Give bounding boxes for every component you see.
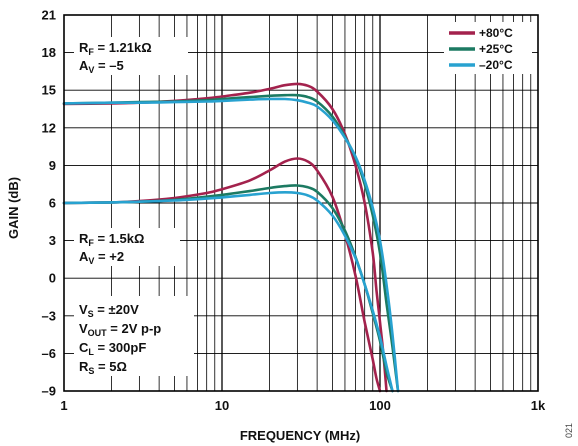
annotation-av-plus2-av: AV = +2	[79, 249, 124, 266]
annotation-av-minus5-bg	[74, 37, 188, 75]
legend-label-25c: +25°C	[479, 42, 513, 56]
condition-cl: CL = 300pF	[79, 340, 146, 357]
annotation-av-plus2: RF = 1.5kΩ AV = +2	[74, 228, 180, 266]
y-axis-label: GAIN (dB)	[6, 177, 21, 239]
annotation-av-plus2-rf: RF = 1.5kΩ	[79, 231, 144, 248]
y-tick-label: 12	[42, 120, 56, 135]
legend: +80°C +25°C –20°C	[444, 22, 532, 74]
x-tick-labels: 1 10 100 1k	[60, 398, 546, 413]
condition-rs: RS = 5Ω	[79, 359, 127, 376]
plot-frame	[63, 14, 539, 392]
y-tick-label: 0	[49, 271, 56, 286]
y-tick-label: 18	[42, 45, 56, 60]
x-tick-label: 1k	[531, 398, 546, 413]
condition-vout: VOUT = 2V p-p	[79, 321, 161, 338]
grid	[64, 15, 538, 391]
x-tick-label: 10	[215, 398, 229, 413]
annotation-av-minus5: RF = 1.21kΩ AV = –5	[74, 37, 188, 75]
annotation-av-minus5-av: AV = –5	[79, 58, 124, 75]
y-tick-label: –6	[42, 346, 56, 361]
figure-number: 021	[564, 423, 574, 438]
annotation-av-plus2-bg	[74, 228, 180, 266]
y-tick-label: 3	[49, 233, 56, 248]
test-conditions-bg	[74, 296, 194, 376]
series-line-av-2-20-c	[62, 191, 394, 393]
y-tick-label: 6	[49, 196, 56, 211]
legend-label-80c: +80°C	[479, 26, 513, 40]
legend-label-minus20c: –20°C	[479, 58, 513, 72]
y-tick-label: 21	[42, 8, 56, 23]
series-line-av-2-80-c	[62, 157, 382, 393]
series-group	[62, 82, 400, 393]
x-tick-label: 1	[60, 398, 67, 413]
x-axis-label: FREQUENCY (MHz)	[240, 428, 360, 443]
series-line-av-5-20-c	[62, 97, 400, 393]
y-tick-label: 9	[49, 158, 56, 173]
condition-vs: VS = ±20V	[79, 302, 139, 319]
y-tick-label: –3	[42, 308, 56, 323]
x-tick-label: 100	[369, 398, 391, 413]
y-tick-label: –9	[42, 384, 56, 399]
annotation-av-minus5-rf: RF = 1.21kΩ	[79, 40, 152, 57]
test-conditions: VS = ±20V VOUT = 2V p-p CL = 300pF RS = …	[74, 296, 194, 376]
y-tick-label: 15	[42, 83, 56, 98]
y-tick-labels: 21 18 15 12 9 6 3 0 –3 –6 –9	[42, 8, 56, 399]
